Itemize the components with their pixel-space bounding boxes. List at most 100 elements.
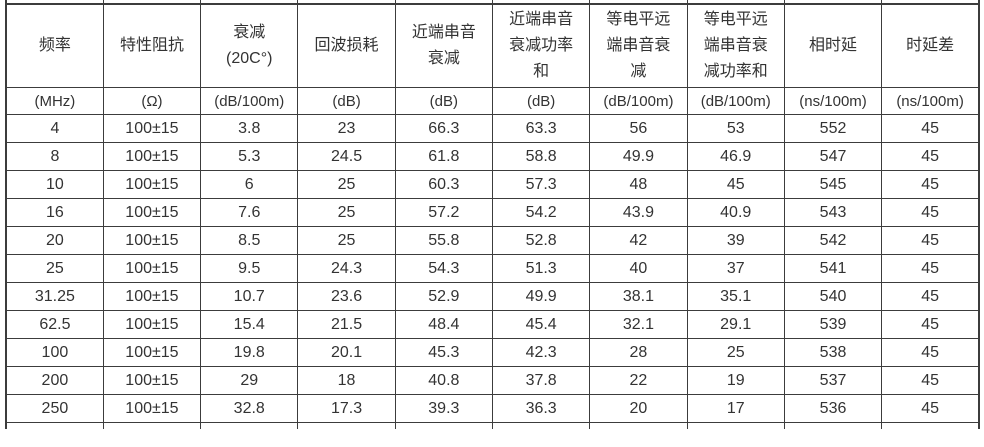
data-cell: 54.2 xyxy=(491,198,591,227)
data-cell: 20 xyxy=(589,394,688,423)
data-cell: 53 xyxy=(686,114,785,143)
data-cell: 20.1 xyxy=(297,338,396,367)
data-cell: 538 xyxy=(783,338,883,367)
data-cell: 40 xyxy=(589,254,688,283)
data-cell: 31.25 xyxy=(4,282,104,311)
data-cell: 21.5 xyxy=(297,310,396,339)
header-line: 等电平远 xyxy=(606,11,671,28)
data-cell: 37.8 xyxy=(491,366,591,395)
header-cell: 等电平远 端串音衰 减功率和 xyxy=(686,3,785,88)
data-cell: 45 xyxy=(881,114,981,143)
data-cell: 200 xyxy=(4,366,104,395)
header-line: 衰减 xyxy=(233,24,266,41)
data-cell: 45 xyxy=(881,366,981,395)
data-cell: 15.4 xyxy=(200,310,299,339)
data-cell: 9.5 xyxy=(200,254,299,283)
cropped-cell xyxy=(491,422,591,429)
data-cell: 45 xyxy=(881,198,981,227)
data-cell: 19.8 xyxy=(200,338,299,367)
data-cell: 542 xyxy=(783,226,883,255)
data-cell: 100±15 xyxy=(102,198,202,227)
data-cell: 54.3 xyxy=(394,254,493,283)
data-cell: 25 xyxy=(297,170,396,199)
data-cell: 58.8 xyxy=(491,142,591,171)
data-cell: 45 xyxy=(881,254,981,283)
data-cell: 42 xyxy=(589,226,688,255)
data-cell: 25 xyxy=(297,226,396,255)
data-cell: 100±15 xyxy=(102,170,202,199)
data-cell: 8 xyxy=(4,142,104,171)
data-cell: 45.4 xyxy=(491,310,591,339)
data-cell: 40.8 xyxy=(394,366,493,395)
data-cell: 62.5 xyxy=(4,310,104,339)
data-cell: 45 xyxy=(881,170,981,199)
data-cell: 40.9 xyxy=(686,198,785,227)
header-cell: 特性阻抗 xyxy=(102,3,202,88)
data-cell: 537 xyxy=(783,366,883,395)
data-cell: 45 xyxy=(881,338,981,367)
header-cell: 频率 xyxy=(4,3,104,88)
header-line: 端串音衰 xyxy=(606,37,671,54)
data-cell: 51.3 xyxy=(491,254,591,283)
cropped-cell xyxy=(589,422,688,429)
data-cell: 6 xyxy=(200,170,299,199)
data-cell: 52.8 xyxy=(491,226,591,255)
header-line: 和 xyxy=(533,63,550,80)
header-row: 频率 特性阻抗 衰减 (20C°) 回波损耗 近端串音 衰减 近端串音 衰减功率和等电平远 端串音… xyxy=(4,3,981,88)
table-row: 31.25 100±15 10.7 23.6 52.9 49.9 38.1 35.1 540 45 xyxy=(4,282,981,311)
data-cell: 32.1 xyxy=(589,310,688,339)
data-cell: 43.9 xyxy=(589,198,688,227)
data-cell: 536 xyxy=(783,394,883,423)
header-line: 端串音衰 xyxy=(703,37,768,54)
header-cell: 回波损耗 xyxy=(297,3,396,88)
cropped-cell xyxy=(881,422,981,429)
data-cell: 57.3 xyxy=(491,170,591,199)
data-cell: 32.8 xyxy=(200,394,299,423)
unit-cell: (dB/100m) xyxy=(686,87,785,115)
table-row: 200 100±15 29 18 40.8 37.8 22 19 537 45 xyxy=(4,366,981,395)
data-cell: 5.3 xyxy=(200,142,299,171)
table-row: 250 100±15 32.8 17.3 39.3 36.3 20 17 536 45 xyxy=(4,394,981,423)
data-cell: 45 xyxy=(881,310,981,339)
data-cell: 46.9 xyxy=(686,142,785,171)
unit-cell: (dB) xyxy=(297,87,396,115)
data-cell: 48.4 xyxy=(394,310,493,339)
table-row: 25 100±15 9.5 24.3 54.3 51.3 40 37 541 45 xyxy=(4,254,981,283)
data-cell: 19 xyxy=(686,366,785,395)
header-cell: 相时延 xyxy=(783,3,883,88)
data-cell: 16 xyxy=(4,198,104,227)
header-line: 近端串音 xyxy=(411,24,476,41)
data-cell: 17 xyxy=(686,394,785,423)
data-cell: 52.9 xyxy=(394,282,493,311)
header-line: 特性阻抗 xyxy=(119,37,184,54)
data-cell: 250 xyxy=(4,394,104,423)
data-cell: 540 xyxy=(783,282,883,311)
data-cell: 36.3 xyxy=(491,394,591,423)
header-cell: 时延差 xyxy=(881,3,981,88)
data-cell: 28 xyxy=(589,338,688,367)
data-cell: 24.5 xyxy=(297,142,396,171)
data-cell: 100±15 xyxy=(102,310,202,339)
data-cell: 539 xyxy=(783,310,883,339)
header-line: 近端串音 xyxy=(509,11,574,28)
unit-cell: (dB) xyxy=(491,87,591,115)
cropped-cell xyxy=(200,422,299,429)
unit-cell: (ns/100m) xyxy=(783,87,883,115)
units-row: (MHz) (Ω) (dB/100m) (dB) (dB) (dB) (dB/100m) (d… xyxy=(4,87,981,115)
data-cell: 10 xyxy=(4,170,104,199)
unit-cell: (dB) xyxy=(394,87,493,115)
header-line: 等电平远 xyxy=(703,11,768,28)
data-cell: 22 xyxy=(589,366,688,395)
data-cell: 66.3 xyxy=(394,114,493,143)
data-cell: 100±15 xyxy=(102,226,202,255)
header-cell: 近端串音 衰减功率和 xyxy=(491,3,591,88)
table-row: 100 100±15 19.8 20.1 45.3 42.3 28 25 538 45 xyxy=(4,338,981,367)
data-cell: 45 xyxy=(881,394,981,423)
data-cell: 18 xyxy=(297,366,396,395)
data-cell: 100±15 xyxy=(102,338,202,367)
data-cell: 45 xyxy=(686,170,785,199)
cropped-cell xyxy=(394,422,493,429)
data-cell: 57.2 xyxy=(394,198,493,227)
data-cell: 7.6 xyxy=(200,198,299,227)
header-line: 时延差 xyxy=(906,37,955,54)
